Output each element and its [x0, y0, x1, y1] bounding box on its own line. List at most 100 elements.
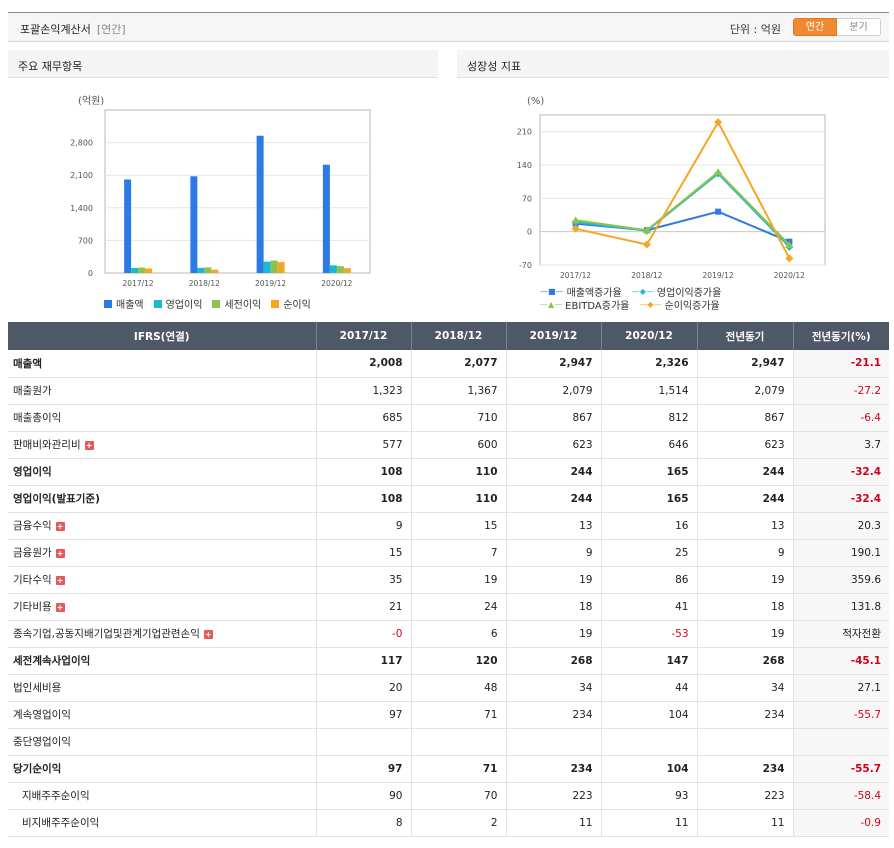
legend-item[interactable]: —▲— EBITDA증가율 — [540, 298, 629, 312]
table-cell: 131.8 — [792, 593, 889, 621]
table-cell: 19 — [696, 620, 793, 648]
table-cell: 165 — [600, 485, 697, 513]
expand-plus-icon[interactable]: + — [84, 441, 94, 450]
row-label-text: 기타비용 — [13, 601, 52, 613]
toggle-annual-button[interactable]: 연간 — [793, 18, 837, 36]
bar-x-tick-label: 2020/12 — [321, 279, 352, 288]
bar-y-tick-label: 700 — [78, 236, 93, 245]
table-cell: 6 — [410, 620, 506, 648]
row-label-text: 판매비와관리비 — [13, 439, 81, 451]
line-y-tick-label: 70 — [522, 194, 532, 203]
table-cell: 11 — [600, 809, 697, 837]
legend-item[interactable]: —■— 매출액증가율 — [540, 285, 622, 299]
line-y-tick-label: 210 — [517, 128, 532, 137]
expand-plus-icon[interactable]: + — [55, 576, 65, 585]
table-cell: 2 — [410, 809, 506, 837]
table-cell: 359.6 — [792, 566, 889, 594]
table-cell: 234 — [505, 701, 601, 729]
table-cell: 110 — [410, 485, 506, 513]
table-row: 금융원가 +15 7 9 25 9 190.1 — [8, 539, 889, 567]
table-row: 중단영업이익 — [8, 728, 889, 756]
legend-marker-icon: —◆— — [631, 287, 654, 296]
table-cell: 24 — [410, 593, 506, 621]
legend-swatch-icon — [212, 299, 221, 308]
legend-item[interactable]: 매출액 — [104, 297, 144, 311]
table-cell: 108 — [315, 485, 411, 513]
table-cell: 15 — [315, 539, 411, 567]
table-cell: -32.4 — [792, 485, 889, 513]
bar-y-tick-label: 0 — [88, 269, 93, 278]
bar-순이익 — [211, 269, 219, 273]
table-cell: 2,947 — [505, 350, 601, 378]
table-cell: 11 — [696, 809, 793, 837]
table-cell: 223 — [505, 782, 601, 810]
line-y-tick-label: 0 — [527, 228, 532, 237]
toggle-quarter-button[interactable]: 분기 — [837, 18, 881, 36]
line-y-tick-label: -70 — [519, 261, 532, 270]
table-header-col: 2020/12 — [600, 322, 697, 350]
table-cell: 2,079 — [696, 377, 793, 405]
row-label: 기타수익 + — [8, 566, 316, 594]
bar-x-tick-label: 2017/12 — [123, 279, 154, 288]
table-row: 계속영업이익 97 71 234 104 234 -55.7 — [8, 701, 889, 729]
line-x-tick-label: 2017/12 — [560, 271, 591, 280]
table-cell: 2,947 — [696, 350, 793, 378]
line-point — [785, 241, 794, 248]
line-chart: (%) -70 0 70 140 210 2017/12 2018/12 2019/12 2020… — [517, 96, 826, 280]
table-row: 매출총이익 685 710 867 812 867 -6.4 — [8, 404, 889, 432]
table-cell: 35 — [315, 566, 411, 594]
row-label: 당기순이익 — [8, 755, 316, 783]
legend-label: 매출액증가율 — [566, 288, 622, 299]
legend-item[interactable]: 세전이익 — [212, 297, 261, 311]
table-row: 금융수익 +9 15 13 16 13 20.3 — [8, 512, 889, 540]
row-label-text: 종속기업,공동지배기업및관계기업관련손익 — [13, 628, 200, 640]
table-cell: 16 — [600, 512, 697, 540]
table-cell: -45.1 — [792, 647, 889, 675]
table-cell: 2,079 — [505, 377, 601, 405]
row-label: 영업이익 — [8, 458, 316, 486]
legend-item[interactable]: —◆— 영업이익증가율 — [631, 285, 722, 299]
period-toggle: 연간 분기 — [793, 18, 881, 36]
table-cell: 27.1 — [792, 674, 889, 702]
bar-y-tick-label: 1,400 — [70, 204, 93, 213]
table-row: 종속기업,공동지배기업및관계기업관련손익 + -0 6 19 -53 19 적자전환 — [8, 620, 889, 648]
legend-item[interactable]: —◆— 순이익증가율 — [639, 298, 719, 312]
table-cell: 19 — [696, 566, 793, 594]
bar-매출액 — [190, 176, 198, 273]
table-cell: 244 — [505, 458, 601, 486]
table-cell: 234 — [696, 755, 793, 783]
bar-순이익 — [277, 262, 285, 273]
legend-swatch-icon — [271, 299, 280, 308]
expand-plus-icon[interactable]: + — [203, 630, 213, 639]
table-cell: 117 — [315, 647, 411, 675]
expand-plus-icon[interactable]: + — [55, 603, 65, 612]
bar-chart: (억원) 0 700 1,400 2,100 2,800 2017/12 2018/12 201… — [70, 95, 371, 288]
row-label-text: 영업이익 — [13, 466, 52, 478]
table-cell: 7 — [410, 539, 506, 567]
table-cell: 108 — [315, 458, 411, 486]
table-row: 지배주주순이익 90 70 223 93 223 -58.4 — [8, 782, 889, 810]
expand-plus-icon[interactable]: + — [55, 522, 65, 531]
table-cell: 19 — [410, 566, 506, 594]
bar-영업이익 — [329, 265, 337, 273]
table-cell: 2,008 — [315, 350, 411, 378]
bar-세전이익 — [270, 260, 278, 273]
legend-item[interactable]: 영업이익 — [153, 297, 203, 311]
legend-label: 영업이익 — [165, 300, 203, 311]
table-cell: 600 — [410, 431, 506, 459]
line-point — [571, 224, 580, 233]
line-y-tick-label: 140 — [517, 161, 532, 170]
line-x-tick-label: 2020/12 — [774, 271, 805, 280]
table-cell: 41 — [600, 593, 697, 621]
table-cell: 11 — [505, 809, 601, 837]
bar-세전이익 — [336, 266, 344, 273]
table-cell: 234 — [696, 701, 793, 729]
table-header-col: 2019/12 — [505, 322, 601, 350]
left-panel-title: 주요 재무항목 — [18, 60, 83, 73]
bar-y-tick-label: 2,800 — [70, 139, 93, 148]
table-cell: -21.1 — [792, 350, 889, 378]
bar-순이익 — [343, 268, 351, 273]
table-cell: 244 — [505, 485, 601, 513]
expand-plus-icon[interactable]: + — [55, 549, 65, 558]
legend-item[interactable]: 순이익 — [271, 297, 311, 311]
